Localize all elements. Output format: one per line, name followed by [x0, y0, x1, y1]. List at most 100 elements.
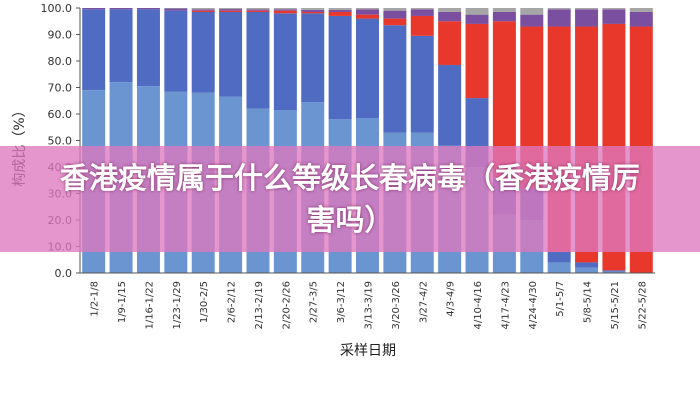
- bar-segment: [465, 14, 489, 24]
- x-tick-label: 5/1-5/7: [555, 281, 566, 317]
- bar-segment: [492, 11, 516, 22]
- bar-segment: [492, 8, 516, 12]
- bar-segment: [383, 8, 407, 11]
- x-axis-label: 采样日期: [340, 343, 396, 359]
- bar-segment: [356, 14, 379, 19]
- x-tick-label: 5/8-5/14: [583, 281, 594, 323]
- bar-segment: [410, 8, 434, 10]
- bar-segment: [383, 25, 407, 133]
- bar-segment: [602, 271, 626, 273]
- bar-segment: [547, 251, 571, 263]
- bar-segment: [383, 10, 407, 19]
- x-tick-label: 5/15-5/21: [610, 281, 621, 330]
- bar-segment: [383, 18, 407, 26]
- bar-segment: [547, 262, 571, 273]
- bar-segment: [109, 8, 133, 10]
- bar-segment: [465, 8, 489, 15]
- y-tick-label: 0.0: [55, 267, 73, 280]
- bar-segment: [246, 8, 270, 10]
- bar-segment: [246, 11, 270, 109]
- y-tick-label: 70.0: [48, 82, 73, 95]
- x-tick-label: 1/16-1/22: [144, 281, 155, 330]
- bar-segment: [191, 8, 215, 10]
- bar-segment: [246, 9, 270, 11]
- bar-segment: [273, 9, 297, 11]
- bar-segment: [629, 11, 653, 27]
- bar-segment: [219, 10, 243, 12]
- bar-segment: [328, 11, 352, 16]
- bar-segment: [492, 21, 516, 178]
- bar-segment: [438, 11, 462, 22]
- bar-segment: [410, 35, 434, 133]
- bar-segment: [109, 9, 133, 83]
- bar-segment: [273, 10, 297, 14]
- bar-segment: [301, 11, 325, 14]
- x-tick-label: 1/30-2/5: [199, 281, 210, 323]
- y-tick-label: 100.0: [41, 2, 73, 15]
- bar-segment: [191, 11, 215, 93]
- bar-segment: [136, 8, 160, 10]
- y-tick-label: 60.0: [48, 108, 73, 121]
- x-tick-label: 3/13-3/19: [364, 281, 375, 330]
- x-tick-label: 2/6-2/12: [227, 281, 238, 323]
- x-tick-label: 2/27-3/5: [309, 281, 320, 323]
- x-tick-label: 4/10-4/16: [473, 281, 484, 330]
- bar-segment: [328, 15, 352, 120]
- bar-segment: [356, 18, 379, 118]
- bar-segment: [438, 21, 462, 65]
- bar-segment: [410, 9, 434, 16]
- x-tick-label: 4/3-4/9: [446, 281, 457, 317]
- x-tick-label: 3/6-3/12: [336, 281, 347, 323]
- x-tick-label: 4/24-4/30: [528, 281, 539, 330]
- bar-segment: [273, 13, 297, 111]
- x-tick-label: 1/23-1/29: [172, 281, 183, 330]
- bar-segment: [438, 8, 462, 12]
- x-tick-label: 5/22-5/28: [637, 281, 648, 330]
- bar-segment: [575, 262, 599, 268]
- bar-segment: [328, 9, 352, 12]
- bar-segment: [164, 8, 188, 9]
- y-tick-label: 80.0: [48, 55, 73, 68]
- bar-segment: [410, 15, 434, 36]
- bar-segment: [82, 8, 106, 10]
- title-overlay-banner: 香港疫情属于什么等级长春病毒（香港疫情厉害吗）: [0, 146, 700, 252]
- x-axis-ticks: 1/2-1/8 1/9-1/15 1/16-1/22 1/23-1/29 1/30-2/…: [90, 281, 649, 330]
- bar-segment: [219, 9, 243, 11]
- bar-segment: [164, 10, 188, 92]
- bar-segment: [273, 8, 297, 10]
- x-tick-label: 1/9-1/15: [117, 281, 128, 323]
- bar-segment: [356, 9, 379, 15]
- x-tick-label: 3/27-4/2: [418, 281, 429, 323]
- bar-segment: [82, 9, 106, 91]
- bar-segment: [520, 8, 544, 15]
- bar-segment: [164, 8, 188, 11]
- y-tick-label: 50.0: [48, 135, 73, 148]
- bar-segment: [191, 9, 215, 11]
- bar-segment: [575, 267, 599, 273]
- bar-segment: [191, 10, 215, 12]
- bar-segment: [438, 64, 462, 146]
- bar-segment: [328, 8, 352, 10]
- bar-segment: [301, 13, 325, 103]
- bar-segment: [547, 8, 571, 10]
- article-title: 香港疫情属于什么等级长春病毒（香港疫情厉害吗）: [59, 161, 640, 237]
- bar-segment: [246, 10, 270, 12]
- bar-segment: [547, 9, 571, 27]
- bar-segment: [629, 8, 653, 12]
- bar-segment: [602, 270, 626, 272]
- x-tick-label: 3/20-3/26: [391, 281, 402, 330]
- bar-segment: [575, 8, 599, 10]
- bar-segment: [219, 11, 243, 97]
- bar-segment: [136, 9, 160, 87]
- bar-segment: [602, 8, 626, 10]
- x-tick-label: 2/20-2/26: [281, 281, 292, 330]
- x-tick-label: 2/13-2/19: [254, 281, 265, 330]
- x-tick-label: 1/2-1/8: [90, 281, 101, 317]
- bar-segment: [575, 9, 599, 27]
- bar-segment: [219, 8, 243, 10]
- bar-segment: [602, 9, 626, 24]
- bar-segment: [356, 8, 379, 10]
- bar-segment: [301, 9, 325, 12]
- bar-segment: [520, 14, 544, 27]
- bar-segment: [301, 8, 325, 10]
